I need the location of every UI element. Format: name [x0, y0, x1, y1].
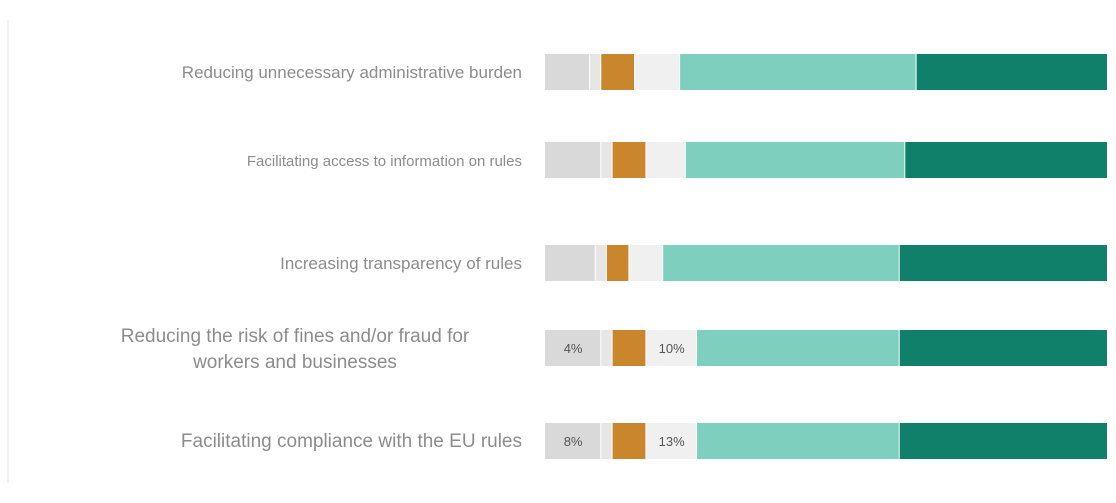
bar-segment [612, 330, 646, 366]
data-label: 13% [659, 434, 685, 449]
bar-segment [646, 142, 685, 178]
bar-segment [590, 54, 601, 90]
bar-segment [697, 330, 899, 366]
bar-segment [601, 330, 612, 366]
data-label: 4% [564, 341, 583, 356]
category-label: Increasing transparency of rules [280, 254, 522, 273]
bar-segment [899, 245, 1107, 281]
category-label: Facilitating access to information on ru… [247, 153, 522, 170]
bar-segment [905, 142, 1107, 178]
bar-segment [697, 423, 899, 459]
category-label: Reducing unnecessary administrative burd… [182, 63, 522, 82]
bar-segment [601, 54, 635, 90]
bar-segment [606, 245, 629, 281]
bar-segment [612, 423, 646, 459]
bar-segment [545, 54, 589, 90]
category-label: Reducing the risk of fines and/or fraud … [121, 326, 470, 373]
bar-segment [601, 423, 612, 459]
bar-segment [646, 330, 696, 366]
bar-segment [680, 54, 916, 90]
bar-segment [899, 423, 1107, 459]
data-label: 10% [659, 341, 685, 356]
bar-segment [685, 142, 905, 178]
bar-segment [663, 245, 899, 281]
category-label: Facilitating compliance with the EU rule… [181, 431, 522, 452]
bar-segment [545, 142, 601, 178]
bar-segment [595, 245, 606, 281]
bar-segment [635, 54, 680, 90]
bar-segment [899, 330, 1107, 366]
data-label: 8% [564, 434, 583, 449]
bar-segment [629, 245, 663, 281]
bar-segment [545, 245, 595, 281]
bar-segment [646, 423, 696, 459]
bar-segment [545, 330, 601, 366]
bar-segment [545, 423, 601, 459]
bar-segment [601, 142, 612, 178]
bar-segment [916, 54, 1107, 90]
bar-segment [612, 142, 646, 178]
